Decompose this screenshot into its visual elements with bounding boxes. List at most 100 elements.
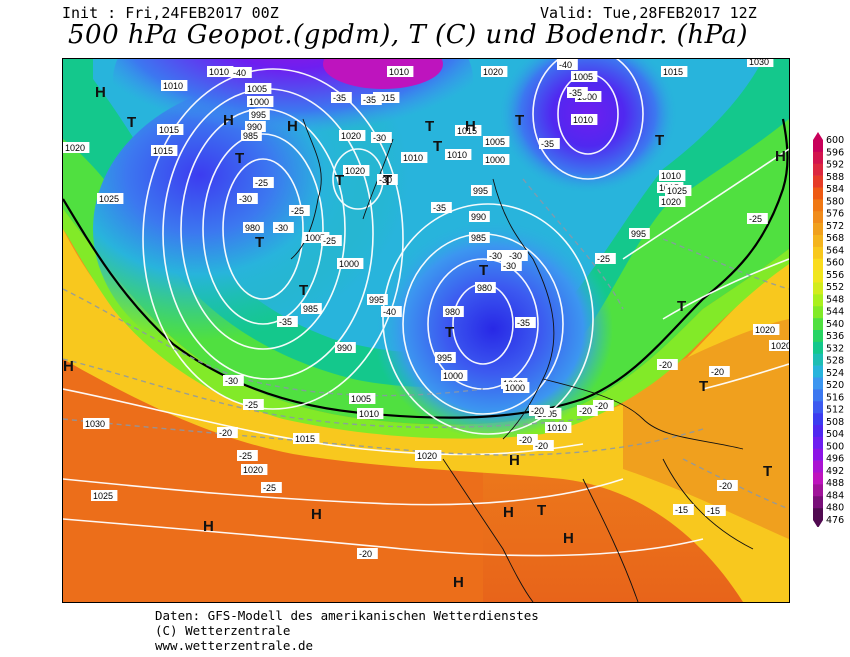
isobar-label-box [753, 324, 780, 335]
temperature-labels: -40-35 -35-30-30-25-30-25-30-35-40-40-35-… [217, 59, 768, 559]
isotherm-label-box [517, 434, 538, 445]
colorbar-label: 580 [826, 196, 844, 207]
isobar-label-box [475, 282, 496, 293]
isotherm-label-box [381, 306, 402, 317]
isotherm-label-box [657, 359, 678, 370]
southwest-warm-region [63, 359, 483, 602]
colorbar-swatch [813, 425, 823, 438]
isobar-label: 1015 [153, 146, 173, 156]
colorbar-swatch [813, 270, 823, 283]
colorbar-swatch [813, 436, 823, 450]
high-pressure-center: H [223, 112, 234, 129]
colorbar-label: 576 [826, 209, 844, 220]
isotherm-label-box [533, 440, 554, 451]
low-pressure-center: T [763, 463, 772, 480]
isotherm-label-box [577, 405, 598, 416]
isotherm-label: -30 [239, 194, 252, 204]
isotherm-label: -25 [239, 451, 252, 461]
isobar-label-box [335, 342, 356, 353]
colorbar-label: 564 [826, 245, 844, 256]
high-pressure-center: H [465, 118, 476, 135]
isotherm-label-box [361, 94, 382, 105]
isobar-label-box [659, 170, 686, 181]
colorbar-label: 496 [826, 454, 844, 465]
colorbar-label: 492 [826, 466, 844, 477]
isotherm-label-box [673, 504, 694, 515]
low-pressure-center: T [699, 378, 708, 395]
isotherm-label-box [357, 548, 378, 559]
colorbar-label: 512 [826, 405, 844, 416]
high-pressure-center: H [563, 530, 574, 547]
isotherm-label: -20 [719, 481, 732, 491]
isotherm-label-box [223, 375, 244, 386]
isobar-label-box [571, 114, 598, 125]
isobar-label: 1020 [341, 131, 361, 141]
isobar-label-box [91, 490, 118, 501]
data-credits: Daten: GFS-Modell des amerikanischen Wet… [155, 608, 539, 653]
isotherm-label-box [507, 250, 528, 261]
colorbar-swatch [813, 163, 823, 176]
colorbar-label: 532 [826, 343, 844, 354]
isobar-label: 1015 [295, 434, 315, 444]
colorbar-label: 520 [826, 380, 844, 391]
isotherm-label: -30 [225, 376, 238, 386]
isobar-label-box [387, 66, 414, 77]
color-legend: 6005965925885845805765725685645605565525… [813, 132, 844, 527]
colorbar-label: 592 [826, 160, 844, 171]
isobar-label-box [503, 382, 530, 393]
isobar-label: 1000 [249, 97, 269, 107]
website-url: www.wetterzentrale.de [155, 638, 314, 653]
isotherm-label: -40 [383, 307, 396, 317]
isobar-label: 995 [473, 186, 488, 196]
colorbar-bottom-cap [813, 520, 823, 527]
isobar-label: 1010 [447, 150, 467, 160]
isobar-label: 1010 [573, 115, 593, 125]
isotherm-label-box [273, 222, 294, 233]
isobar-label-box [443, 306, 464, 317]
isotherm-label-box [431, 202, 452, 213]
isobar-label-box [571, 71, 598, 82]
isobar-label-box [769, 340, 789, 351]
isobar-label: 985 [471, 233, 486, 243]
isobar-label-box [455, 125, 482, 136]
colorbar-label: 548 [826, 294, 844, 305]
isotherm-label: -30 [503, 261, 516, 271]
isotherm-label: -25 [263, 483, 276, 493]
colorbar-swatch [813, 508, 823, 521]
colorbar-swatch [813, 211, 823, 224]
colorbar-label: 480 [826, 503, 844, 514]
isobar-label: 990 [337, 343, 352, 353]
colorbar-swatch [813, 353, 823, 366]
isobar-label-box [747, 59, 774, 67]
colorbar-label: 488 [826, 478, 844, 489]
isotherm-label-box [237, 193, 258, 204]
isobar-label-box [629, 228, 650, 239]
isobars [63, 59, 789, 557]
colorbar-swatch [813, 496, 823, 509]
isotherm-label: -30 [489, 251, 502, 261]
isobar-label-box [241, 130, 262, 141]
isobar-label-box [247, 96, 274, 107]
colorbar-swatch [813, 377, 823, 390]
colorbar-swatch [813, 235, 823, 248]
colorbar-swatch [813, 140, 823, 153]
isobar-label: 1020 [661, 197, 681, 207]
isotherm-label: -25 [749, 214, 762, 224]
low-pressure-center: T [655, 132, 664, 149]
isotherm-label: -20 [531, 406, 544, 416]
low-pressure-center: T [433, 138, 442, 155]
isotherm-label-box [709, 366, 730, 377]
isotherm-label-box [705, 505, 726, 516]
isobar-label-box [339, 130, 366, 141]
isotherm-label: -40 [233, 68, 246, 78]
isotherm-label: -35 [541, 139, 554, 149]
isotherm-label: -20 [519, 435, 532, 445]
isotherm-label-box [237, 450, 258, 461]
colorbar-swatch [813, 318, 823, 331]
isobar-label-box [161, 80, 188, 91]
isobar-label-box [469, 232, 490, 243]
colorbar-swatch [813, 199, 823, 212]
colorbar-swatch [813, 484, 823, 497]
isobar-label-box [483, 136, 510, 147]
isobar-label-box [151, 145, 178, 156]
